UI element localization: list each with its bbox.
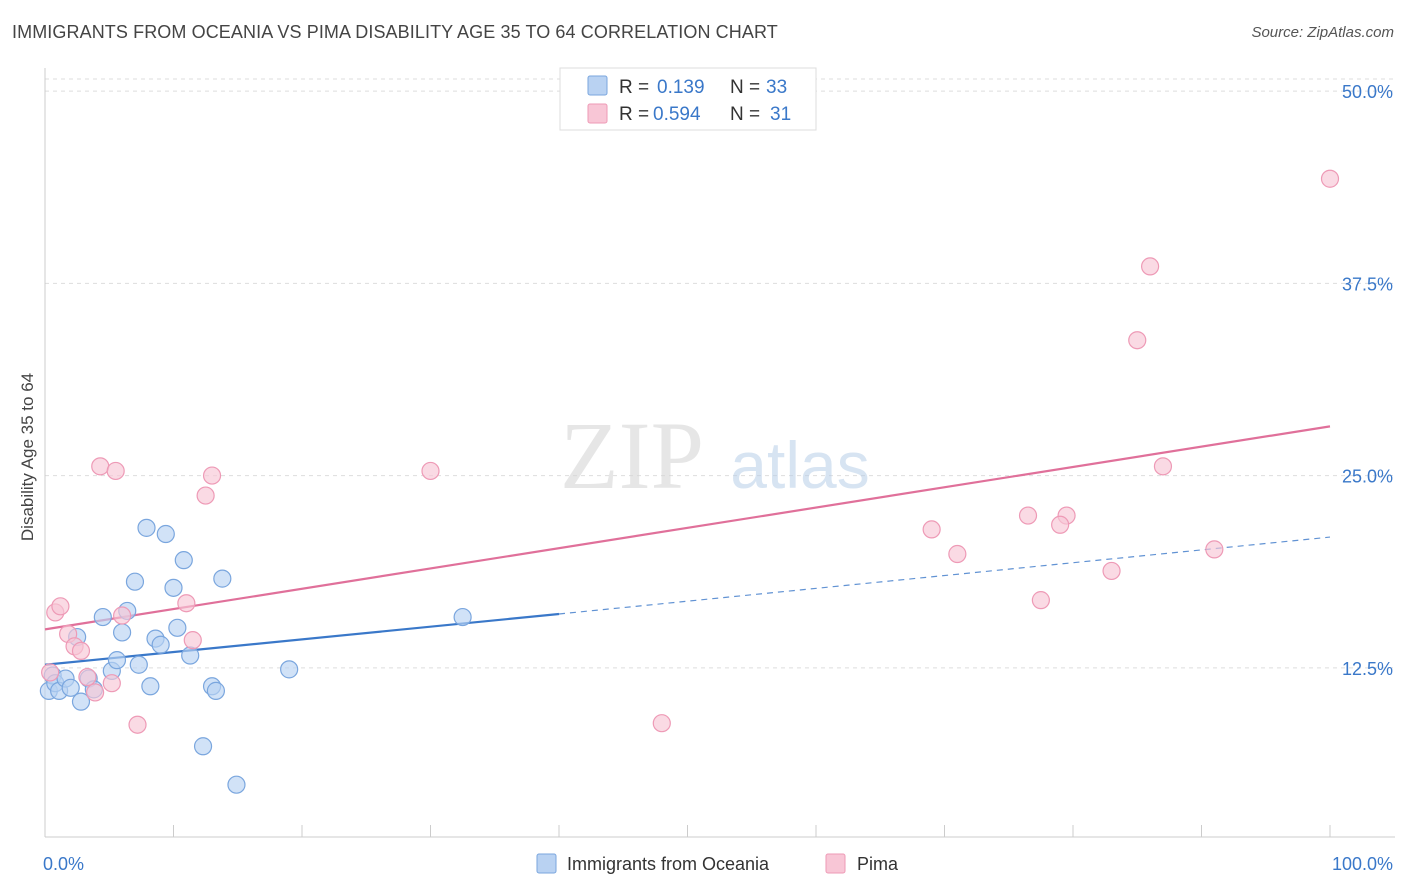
x-tick-label: 100.0% bbox=[1332, 854, 1393, 874]
pima-point bbox=[652, 714, 671, 733]
y-tick-label: 25.0% bbox=[1342, 467, 1393, 487]
legend-top-n-label-pink: N = bbox=[730, 104, 760, 125]
legend-top-r-value-blue: 0.139 bbox=[657, 77, 705, 98]
tick-labels: 12.5% 25.0% 37.5% 50.0% 0.0% 100.0% bbox=[43, 82, 1393, 874]
legend-bottom-swatch-pink bbox=[825, 853, 846, 874]
pima-point bbox=[1031, 591, 1050, 610]
oceania-point bbox=[71, 692, 91, 711]
pima-point bbox=[41, 663, 60, 682]
pima-point bbox=[1140, 257, 1160, 276]
pima-point bbox=[1018, 506, 1038, 525]
oceania-point bbox=[280, 660, 299, 679]
legend-top-n-value-blue: 33 bbox=[766, 77, 787, 98]
oceania-point bbox=[107, 651, 127, 670]
trend-layer bbox=[44, 425, 1331, 666]
pima-point bbox=[128, 715, 147, 734]
pima-point bbox=[177, 594, 196, 613]
pima-point bbox=[91, 457, 110, 476]
pima-point bbox=[196, 486, 215, 505]
oceania-point bbox=[227, 775, 246, 794]
pima-point bbox=[106, 461, 125, 481]
y-tick-label: 37.5% bbox=[1342, 274, 1393, 294]
legend-bottom-label-pink: Pima bbox=[857, 854, 899, 874]
legend-top-r-label-pink: R = bbox=[619, 104, 649, 125]
pima-point bbox=[112, 606, 132, 625]
oceania-point bbox=[151, 635, 170, 654]
points-layer bbox=[39, 169, 1340, 794]
pima-point bbox=[1051, 515, 1070, 534]
watermark-zip: ZIP bbox=[560, 402, 704, 509]
pima-point bbox=[51, 597, 70, 616]
pima-trend-line bbox=[44, 425, 1331, 631]
oceania-point bbox=[156, 524, 175, 544]
legend-bottom-swatch-blue bbox=[536, 853, 557, 874]
oceania-trend-line bbox=[44, 612, 560, 666]
oceania-point bbox=[137, 518, 156, 537]
oceania-point bbox=[141, 677, 160, 696]
pima-point bbox=[922, 520, 941, 539]
oceania-point bbox=[61, 678, 80, 697]
pima-point bbox=[71, 641, 91, 661]
legend-top-r-value-pink: 0.594 bbox=[653, 104, 701, 125]
oceania-point bbox=[181, 646, 200, 665]
y-axis-label: Disability Age 35 to 64 bbox=[18, 373, 37, 541]
grid-layer bbox=[45, 78, 1395, 669]
pima-point bbox=[948, 544, 967, 564]
oceania-point bbox=[206, 681, 226, 700]
oceania-point bbox=[164, 578, 183, 597]
legend-top-swatch-pink bbox=[587, 103, 608, 124]
oceania-trend-extension bbox=[558, 536, 1331, 615]
oceania-point bbox=[174, 551, 193, 570]
legend-top-n-label-blue: N = bbox=[730, 77, 760, 98]
oceania-point bbox=[112, 623, 132, 642]
oceania-point bbox=[168, 618, 187, 637]
axis-layer bbox=[44, 68, 1395, 838]
pima-point bbox=[1205, 540, 1224, 559]
pima-point bbox=[1320, 169, 1340, 188]
legend-top-n-value-pink: 31 bbox=[770, 104, 791, 125]
pima-point bbox=[86, 683, 105, 702]
pima-point bbox=[1102, 561, 1121, 581]
legend-bottom-label-blue: Immigrants from Oceania bbox=[567, 854, 770, 874]
oceania-point bbox=[125, 572, 145, 591]
oceania-point bbox=[129, 655, 148, 674]
pima-point bbox=[1153, 457, 1173, 476]
pima-point bbox=[183, 631, 202, 650]
legend-bottom: Immigrants from Oceania Pima bbox=[536, 853, 899, 874]
chart-title: IMMIGRANTS FROM OCEANIA VS PIMA DISABILI… bbox=[12, 22, 778, 42]
legend-top: R = 0.139 N = 33 R = 0.594 N = 31 bbox=[559, 67, 817, 131]
pima-point bbox=[202, 466, 222, 485]
oceania-point bbox=[453, 607, 472, 627]
watermark: ZIP atlas bbox=[560, 402, 870, 509]
pima-point bbox=[1128, 331, 1147, 350]
legend-top-swatch-blue bbox=[587, 75, 608, 96]
oceania-point bbox=[193, 737, 213, 756]
legend-top-r-label-blue: R = bbox=[619, 77, 649, 98]
oceania-point bbox=[93, 607, 112, 627]
oceania-point bbox=[213, 569, 232, 588]
pima-point bbox=[421, 461, 440, 481]
watermark-atlas: atlas bbox=[730, 428, 869, 502]
chart-source: Source: ZipAtlas.com bbox=[1251, 24, 1394, 41]
y-tick-label: 12.5% bbox=[1342, 659, 1393, 679]
y-tick-label: 50.0% bbox=[1342, 82, 1393, 102]
pima-point bbox=[78, 667, 97, 687]
pima-point bbox=[102, 674, 121, 693]
x-tick-label: 0.0% bbox=[43, 854, 84, 874]
